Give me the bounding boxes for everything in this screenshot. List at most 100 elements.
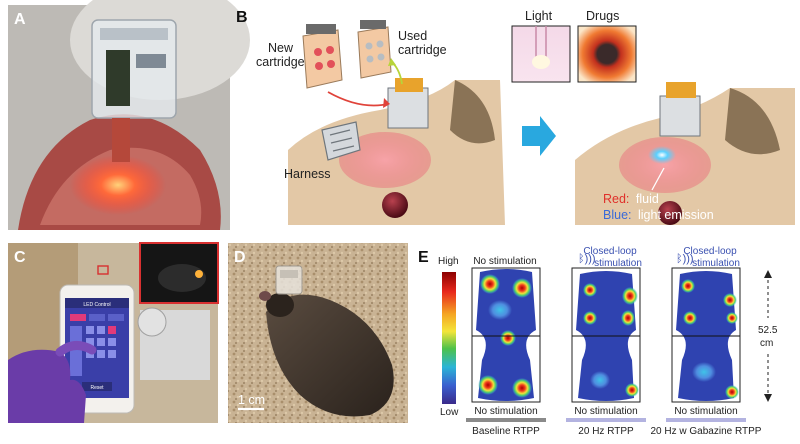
- map-3-caption-bar: [666, 418, 746, 422]
- panel-label-b: B: [236, 9, 248, 26]
- dimension-indicator: 52.5 cm: [758, 270, 778, 402]
- map-2-bottom-label: No stimulation: [574, 406, 637, 417]
- panel-d: 1 cm D: [228, 243, 408, 423]
- light-inset: [511, 25, 571, 83]
- mouse-eye-right: [658, 201, 682, 225]
- mouse-ear-left: [450, 80, 495, 144]
- map-1-hotspot: [480, 274, 500, 294]
- map-1-hotspot: [478, 375, 498, 395]
- app-control-grid: Reset: [70, 314, 124, 391]
- mouse-ear-right: [725, 88, 780, 155]
- new-cartridge-label-line2: cartridge: [256, 55, 305, 69]
- app-button[interactable]: [70, 314, 86, 321]
- map-1-caption-bar: [466, 418, 546, 422]
- app-button[interactable]: [108, 338, 116, 346]
- device-cartridge-right: [666, 82, 696, 98]
- insert-arrow: [327, 91, 389, 107]
- brain-region-right: [619, 137, 711, 193]
- map-3-top-label-line1: Closed-loop: [683, 246, 737, 257]
- used-cartridge-label-line2: cartridge: [398, 43, 447, 57]
- map-2-hotspot: [621, 310, 635, 326]
- new-cartridge-label-line1: New: [268, 41, 294, 55]
- colorbar-low-label: Low: [440, 407, 459, 418]
- map-1-top-label: No stimulation: [473, 256, 536, 267]
- panel-c: LED Control Reset C: [8, 242, 219, 423]
- app-button[interactable]: [97, 326, 105, 334]
- map-2-hotspot: [583, 283, 597, 297]
- used-cartridge-illustration: [357, 20, 392, 79]
- panel-a: A: [8, 0, 250, 230]
- device-on-head-right: [659, 95, 701, 137]
- colorbar: [442, 272, 456, 404]
- map-2-top-label-line2: stimulation: [594, 258, 642, 269]
- brain-region-left: [339, 132, 431, 188]
- bluetooth-icon: ᛒ))): [676, 253, 694, 265]
- app-title: LED Control: [83, 302, 110, 308]
- dimension-value: 52.5: [758, 325, 778, 336]
- app-reset-label: Reset: [90, 385, 104, 391]
- blue-light-emission: [648, 146, 676, 164]
- app-button[interactable]: [108, 314, 124, 321]
- colorbar-high-label: High: [438, 256, 459, 267]
- mouse-ear: [259, 291, 271, 301]
- legend-pointer: [651, 167, 665, 191]
- new-cartridge-illustration: [302, 24, 343, 89]
- map-3-caption: 20 Hz w Gabazine RTPP: [651, 426, 762, 437]
- map-3-hotspot: [683, 311, 697, 325]
- app-button[interactable]: [89, 314, 105, 321]
- map-3-hotspot: [723, 293, 737, 307]
- map-1-bottom-label: No stimulation: [474, 406, 537, 417]
- map-1-caption: Baseline RTPP: [472, 426, 540, 437]
- app-button[interactable]: [108, 350, 116, 358]
- red-light-glow: [70, 155, 166, 215]
- map-2-hotspot: [622, 287, 638, 305]
- dimension-unit: cm: [760, 338, 773, 349]
- map-2-hotspot: [625, 383, 639, 397]
- app-button[interactable]: [108, 326, 116, 334]
- gloved-hand: [8, 349, 86, 423]
- map-1-hotspot: [512, 378, 532, 398]
- app-reset-button[interactable]: [82, 382, 112, 391]
- light-inset-label: Light: [525, 9, 553, 23]
- map-1-hotspot: [500, 330, 516, 346]
- panel-b: Harness New cartridge Used cartridge: [236, 9, 795, 225]
- implant-cartridge-top: [100, 28, 168, 40]
- app-button[interactable]: [97, 350, 105, 358]
- mouse-inset-photo: [139, 242, 219, 304]
- legend-blue: Blue: light emission: [603, 208, 714, 222]
- map-3-bottom-label: No stimulation: [674, 406, 737, 417]
- bluetooth-icon: ᛒ))): [578, 253, 596, 265]
- scale-bar-label: 1 cm: [238, 393, 265, 407]
- heatmap-baseline: No stimulation No stimulation Baseline R…: [466, 256, 546, 437]
- app-button[interactable]: [86, 338, 94, 346]
- legend-red: Red: fluid: [603, 192, 659, 206]
- map-3-hotspot: [681, 279, 695, 293]
- mouse-highlight-box: [97, 265, 109, 275]
- map-2-top-label-line1: Closed-loop: [583, 246, 637, 257]
- light-emission-spot: [532, 55, 550, 69]
- app-button[interactable]: [86, 326, 94, 334]
- drugs-inset-label: Drugs: [586, 9, 619, 23]
- mouse-body: [266, 294, 394, 417]
- heatmap-20hz: ᛒ))) Closed-loop stimulation No stimulat…: [566, 246, 646, 437]
- mouse-eye-left: [382, 192, 408, 218]
- app-button[interactable]: [97, 338, 105, 346]
- transition-arrow: [522, 116, 556, 156]
- implant-component: [136, 54, 166, 68]
- panel-label-a: A: [14, 11, 26, 28]
- app-slider[interactable]: [70, 326, 82, 376]
- harness-label: Harness: [284, 167, 331, 181]
- mouse-head: [266, 293, 294, 317]
- drugs-inset: [577, 25, 637, 83]
- map-2-caption-bar: [566, 418, 646, 422]
- panel-label-c: C: [14, 249, 26, 266]
- map-2-caption: 20 Hz RTPP: [578, 426, 634, 437]
- map-2-hotspot: [583, 311, 597, 325]
- device-cartridge-left: [395, 78, 423, 92]
- device-on-head-left: [387, 87, 429, 129]
- heatmap-20hz-gabazine: ᛒ))) Closed-loop stimulation No stimulat…: [651, 246, 762, 437]
- map-3-top-label-line2: stimulation: [692, 258, 740, 269]
- panel-label-d: D: [234, 249, 246, 266]
